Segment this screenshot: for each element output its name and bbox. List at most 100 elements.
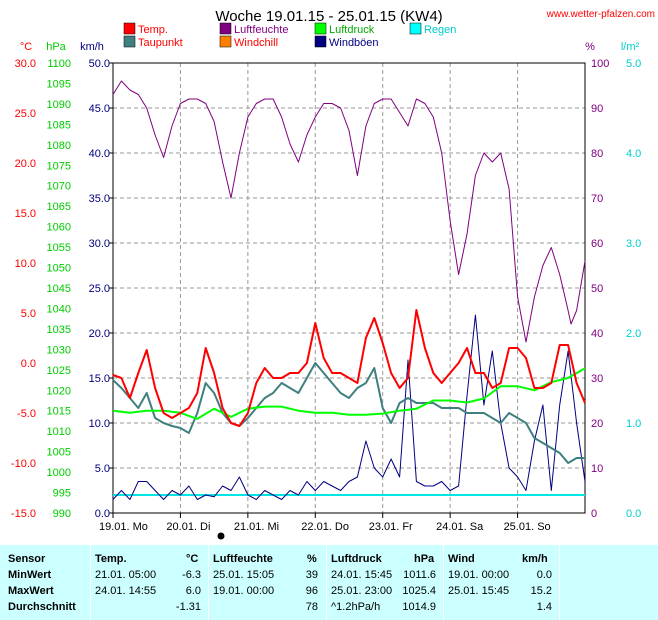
wind-tick-label: 25.0 (89, 283, 110, 295)
stats-cell: 78 (305, 601, 318, 613)
stats-table: Sensor Temp. °C Luftfeuchte % Luftdruck … (0, 545, 658, 620)
series-line-wind (112, 314, 586, 500)
temp-tick-label: -10.0 (11, 458, 36, 470)
pressure-tick-label: 1010 (47, 426, 71, 438)
legend-swatch-humidity (219, 22, 232, 35)
stats-cell: 1014.9 (402, 601, 436, 613)
legend-label-wind: Windböen (329, 37, 379, 49)
pressure-tick-label: 1065 (47, 201, 71, 213)
stats-header-press: Luftdruck (331, 553, 382, 565)
humidity-tick-label: 50 (591, 283, 603, 295)
pressure-tick-label: 1090 (47, 99, 71, 111)
x-day-label: 25.01. So (504, 521, 551, 533)
humidity-tick-label: 70 (591, 193, 603, 205)
stats-cell: 1.4 (536, 601, 552, 613)
x-day-label: 19.01. Mo (99, 521, 148, 533)
rain-unit-label: l/m² (621, 41, 640, 53)
x-axis-labels: 19.01. Mo 20.01. Di 21.01. Mi 22.01. Do 23.0… (99, 513, 551, 533)
pressure-tick-label: 1075 (47, 160, 71, 172)
pressure-tick-label: 1095 (47, 78, 71, 90)
series-line-humidity (112, 80, 586, 343)
wind-tick-label: 45.0 (89, 103, 110, 115)
legend-swatch-pressure (314, 22, 327, 35)
series-line-pressure (112, 367, 586, 420)
x-day-label: 23.01. Fr (369, 521, 413, 533)
legend-swatch-windchill (219, 35, 232, 48)
x-day-label: 20.01. Di (166, 521, 210, 533)
wind-tick-label: 50.0 (89, 58, 110, 70)
x-day-label: 22.01. Do (301, 521, 349, 533)
legend-swatch-rain (409, 22, 422, 35)
temp-tick-label: 0.0 (21, 358, 36, 370)
humidity-unit-label: % (585, 41, 595, 53)
legend-label-dewpoint: Taupunkt (138, 37, 183, 49)
stats-cell: 25.01. 15:45 (448, 585, 510, 597)
humidity-tick-label: 10 (591, 463, 603, 475)
pressure-tick-label: 1080 (47, 140, 71, 152)
x-day-label: 21.01. Mi (234, 521, 279, 533)
wind-tick-label: 40.0 (89, 148, 110, 160)
pressure-tick-label: 1070 (47, 181, 71, 193)
wind-tick-label: 30.0 (89, 238, 110, 250)
rain-tick-label: 2.0 (626, 328, 641, 340)
pressure-tick-label: 1030 (47, 344, 71, 356)
pressure-unit-label: hPa (46, 41, 66, 53)
pressure-tick-label: 1045 (47, 283, 71, 295)
stats-divider (90, 545, 91, 620)
legend-label-windchill: Windchill (234, 37, 278, 49)
stats-cell: 24.01. 14:55 (95, 585, 157, 597)
stats-header-wind-unit: km/h (522, 553, 548, 565)
legend-swatch-temp (123, 22, 136, 35)
stats-cell: -1.31 (175, 601, 201, 613)
series-layer (112, 80, 586, 500)
stats-cell: 1011.6 (403, 569, 436, 581)
rain-tick-label: 1.0 (626, 418, 641, 430)
legend-label-rain: Regen (424, 24, 456, 36)
wind-tick-label: 5.0 (95, 463, 110, 475)
pressure-tick-label: 1050 (47, 263, 71, 275)
stats-cell: 0.0 (536, 569, 552, 581)
stats-cell: ^1.2hPa/h (331, 601, 381, 613)
rain-tick-label: 0.0 (626, 508, 641, 520)
pressure-tick-label: 1060 (47, 222, 71, 234)
pressure-tick-label: 1000 (47, 467, 71, 479)
series-line-dewpoint (112, 362, 585, 464)
stats-header-temp-unit: °C (186, 553, 199, 565)
humidity-tick-label: 60 (591, 238, 603, 250)
temp-tick-label: 10.0 (15, 258, 36, 270)
stats-row-label: MaxWert (8, 585, 54, 597)
stats-cell: 19.01. 00:00 (213, 585, 275, 597)
pressure-tick-label: 1015 (47, 406, 71, 418)
stats-header-hum: Luftfeuchte (213, 553, 273, 565)
stats-divider (443, 545, 444, 620)
stats-header-sensor: Sensor (8, 553, 46, 565)
humidity-tick-label: 0 (591, 508, 597, 520)
pressure-tick-label: 1020 (47, 385, 71, 397)
stats-divider (326, 545, 327, 620)
site-url[interactable]: www.wetter-pfalzen.com (546, 9, 655, 20)
stats-header-wind: Wind (448, 553, 475, 565)
legend-label-pressure: Luftdruck (329, 24, 375, 36)
legend-label-humidity: Luftfeuchte (234, 24, 288, 36)
pressure-tick-label: 1005 (47, 447, 71, 459)
moon-icon (217, 532, 225, 540)
stats-cell: 1025.4 (402, 585, 436, 597)
humidity-tick-label: 90 (591, 103, 603, 115)
stats-header-temp: Temp. (95, 553, 127, 565)
temp-unit-label: °C (20, 41, 32, 53)
stats-cell: 15.2 (530, 585, 552, 597)
weather-chart: Woche 19.01.15 - 25.01.15 (KW4) www.wett… (11, 8, 655, 540)
stats-cell: 25.01. 23:00 (331, 585, 393, 597)
stats-row-label: MinWert (8, 569, 52, 581)
grid (113, 63, 585, 513)
humidity-tick-label: 40 (591, 328, 603, 340)
axis-ticks: 30.0 25.0 20.0 15.0 10.0 5.0 0.0 -5.0 -10.0 -15.0… (11, 58, 641, 520)
stats-cell: 6.0 (185, 585, 201, 597)
rain-tick-label: 5.0 (626, 58, 641, 70)
series-line-temp (112, 309, 586, 427)
stats-row-label: Durchschnitt (8, 601, 76, 613)
stats-cell: 39 (305, 569, 318, 581)
legend-swatch-dewpoint (123, 35, 136, 48)
pressure-tick-label: 995 (53, 488, 71, 500)
temp-tick-label: -5.0 (17, 408, 36, 420)
